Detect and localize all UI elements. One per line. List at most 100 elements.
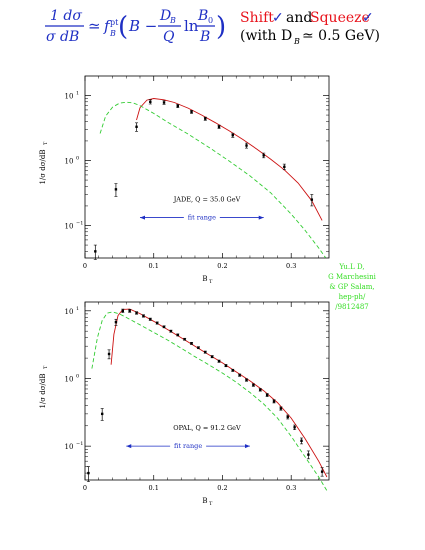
data-point — [238, 373, 241, 377]
data-point — [204, 117, 207, 120]
formula-ln: ln — [184, 17, 199, 35]
formula-b-den: B — [199, 29, 210, 45]
formula-open-paren: ( — [118, 12, 128, 42]
x-axis-label: B — [202, 275, 207, 283]
data-point — [245, 144, 248, 147]
formula-db-sub: B — [169, 16, 176, 25]
data-point — [135, 125, 138, 128]
side-note-line: G Marchesini — [328, 273, 376, 281]
data-point — [135, 311, 138, 315]
data-point — [149, 100, 152, 103]
side-note-line: Yu.L D, — [338, 263, 364, 271]
data-point — [94, 250, 97, 253]
note-rest: ≃ 0.5 GeV) — [302, 28, 380, 44]
x-tick-label: 0.2 — [217, 484, 227, 492]
fit-range-label-bg — [170, 441, 207, 451]
fit-range-arrow-left-head — [139, 215, 145, 220]
fit-range-arrow-right-head — [244, 444, 250, 449]
data-point — [286, 415, 289, 419]
y-tick-label: 10 — [65, 93, 74, 101]
data-point — [293, 426, 296, 429]
data-point — [310, 198, 314, 201]
x-axis-label: B — [202, 497, 207, 505]
data-point — [245, 378, 248, 382]
formula-lhs-numerator: 1 dσ — [50, 8, 82, 24]
data-point — [204, 350, 207, 354]
x-tick-label: 0 — [83, 262, 87, 270]
y-tick-exponent: −1 — [76, 441, 83, 447]
y-tick-exponent: 1 — [76, 306, 79, 312]
formula-approx-sign: ≃ — [88, 17, 101, 35]
formula-db: D — [159, 8, 171, 24]
data-point — [272, 400, 276, 403]
series-line-dashed — [91, 311, 328, 491]
data-point — [307, 453, 310, 456]
y-tick-label: 10 — [65, 223, 74, 231]
shift-label: Shift — [240, 10, 274, 26]
fit-range-label: fit range — [188, 214, 216, 222]
y-tick-label: 10 — [65, 308, 74, 316]
y-axis-label-sub: T — [43, 141, 49, 145]
squeeze-label: Squeeze — [310, 10, 370, 26]
header-formula: 1 dσ σ dB ≃ f pt B ( B − D B Q ln B 0 B … — [45, 8, 226, 45]
header-labels: Shift ✓ and Squeeze ✓ (with D B ≃ 0.5 Ge… — [240, 10, 380, 46]
x-axis-label-sub: T — [209, 501, 213, 507]
data-point — [224, 364, 228, 367]
x-tick-label: 0.3 — [286, 262, 296, 270]
data-point — [190, 110, 193, 114]
note-label: (with D — [240, 28, 292, 44]
side-note-line: & GP Salam, — [329, 283, 374, 291]
data-point — [279, 407, 283, 410]
data-point — [176, 333, 179, 337]
note-sub: B — [293, 37, 300, 46]
formula-lhs-denominator: σ dB — [46, 29, 79, 45]
experiment-label: JADE, Q = 35.0 GeV — [173, 196, 241, 204]
data-point — [197, 346, 200, 349]
formula-b0-sub: 0 — [208, 16, 213, 25]
y-tick-exponent: −1 — [76, 221, 83, 227]
side-note-line: hep-ph/ — [339, 293, 366, 301]
fit-range-arrow-left-head — [126, 444, 132, 449]
plot-frame — [84, 301, 330, 481]
series-line-solid — [110, 308, 328, 478]
y-axis-label: 1/σ dσ/dB — [39, 149, 47, 184]
data-point — [107, 352, 111, 356]
data-point — [252, 383, 255, 387]
data-point — [162, 325, 166, 329]
data-point — [100, 412, 104, 416]
data-point — [259, 388, 262, 392]
data-point — [155, 321, 159, 325]
series-line-solid — [136, 98, 323, 221]
x-tick-label: 0 — [83, 484, 87, 492]
x-tick-label: 0.1 — [149, 484, 159, 492]
x-tick-label: 0.3 — [286, 484, 296, 492]
formula-q: Q — [163, 29, 175, 45]
data-point — [217, 360, 221, 363]
fit-range-label: fit range — [174, 442, 202, 450]
data-point — [128, 309, 131, 312]
data-point — [121, 309, 125, 312]
x-tick-label: 0.1 — [149, 262, 159, 270]
formula-f-subscript: B — [109, 29, 116, 38]
fit-range-label-bg — [183, 212, 220, 222]
shift-check-icon: ✓ — [272, 10, 284, 26]
x-axis-label-sub: T — [209, 279, 213, 285]
y-axis-label: 1/σ dσ/dB — [39, 373, 47, 408]
data-point — [210, 355, 214, 358]
data-point — [231, 134, 234, 137]
data-point — [217, 125, 221, 128]
data-point — [320, 470, 324, 473]
data-point — [149, 318, 152, 321]
data-point — [300, 439, 303, 443]
data-point — [190, 342, 193, 345]
data-point — [142, 314, 145, 318]
data-point — [114, 188, 118, 191]
data-point — [162, 101, 166, 104]
y-tick-exponent: 1 — [76, 91, 79, 97]
side-note-line: /9812487 — [335, 303, 369, 311]
series-line-dashed — [99, 101, 326, 258]
y-tick-label: 10 — [65, 443, 74, 451]
